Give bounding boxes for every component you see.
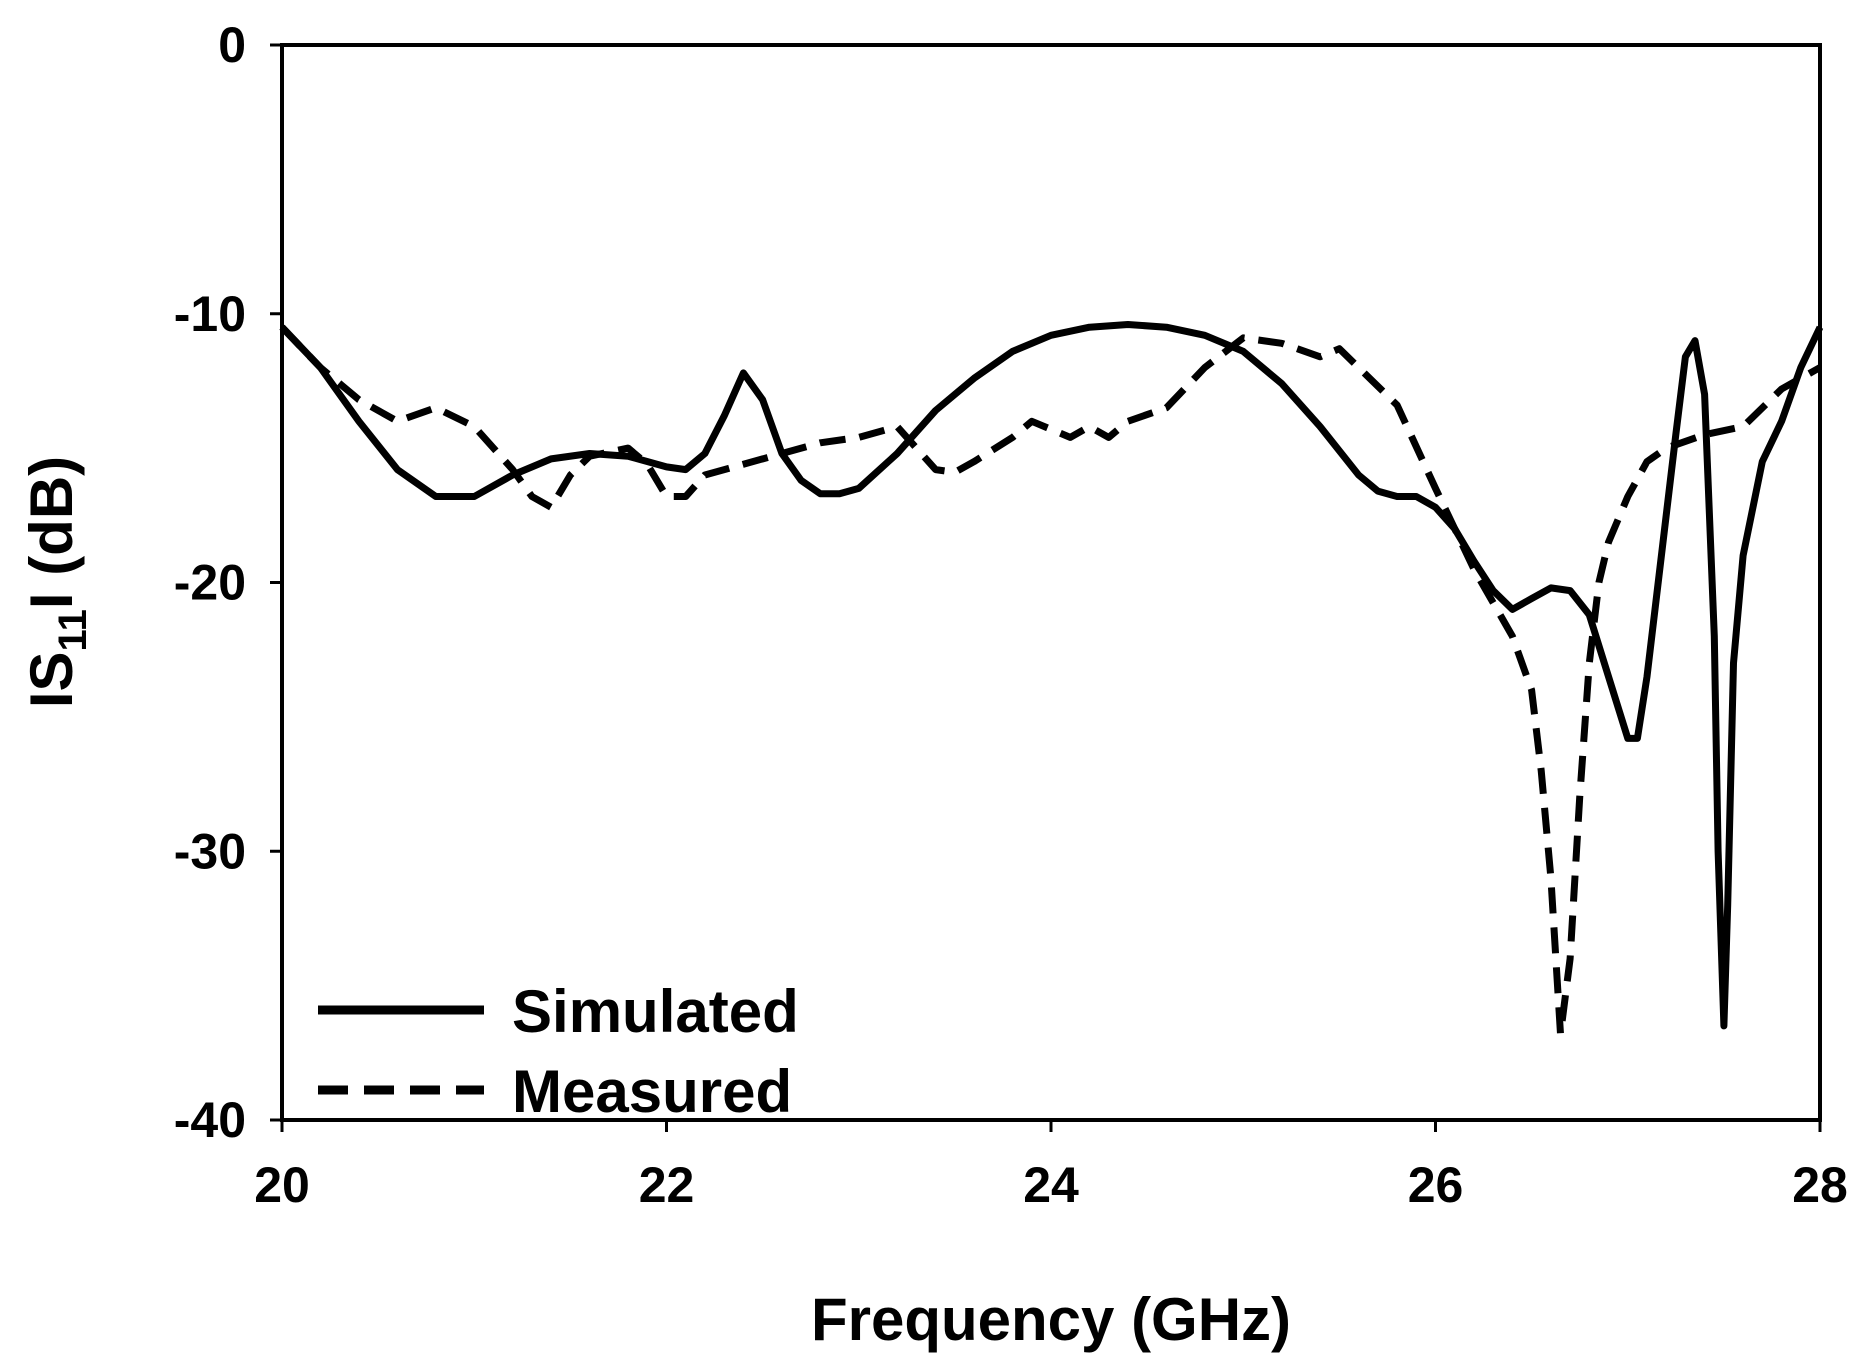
- series-line-measured: [279, 324, 1822, 1038]
- y-tick-label: -30: [174, 823, 246, 879]
- series-line-simulated: [279, 321, 1824, 1030]
- x-tick-label: 22: [639, 1157, 695, 1213]
- y-tick-label: -40: [174, 1092, 246, 1148]
- legend: Simulated Measured: [318, 978, 799, 1125]
- legend-label-measured: Measured: [512, 1058, 792, 1125]
- x-axis-ticks: 20 22 24 26 28: [254, 1120, 1848, 1213]
- y-tick-label: 0: [218, 17, 246, 73]
- y-axis-label: IS11I (dB): [18, 456, 95, 708]
- legend-label-simulated: Simulated: [512, 978, 799, 1045]
- x-axis-label: Frequency (GHz): [811, 1286, 1291, 1353]
- y-tick-label: -20: [174, 555, 246, 611]
- x-tick-label: 20: [254, 1157, 310, 1213]
- y-tick-label: -10: [174, 286, 246, 342]
- x-tick-label: 28: [1792, 1157, 1848, 1213]
- y-axis-ticks: 0 -10 -20 -30 -40: [174, 17, 282, 1148]
- plot-frame: [280, 43, 1822, 1122]
- y-axis-label-subscript: 11: [51, 609, 95, 651]
- x-tick-label: 24: [1023, 1157, 1079, 1213]
- y-axis-label-prefix: IS: [18, 651, 85, 708]
- series-layer: [279, 321, 1824, 1038]
- y-axis-label-suffix: I (dB): [18, 456, 85, 609]
- x-tick-label: 26: [1408, 1157, 1464, 1213]
